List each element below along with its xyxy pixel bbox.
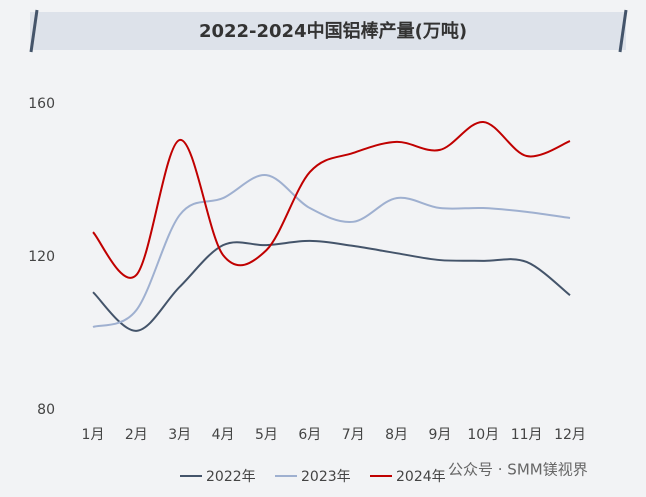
x-tick-label: 9月 [428, 427, 451, 443]
banner-edge [618, 9, 628, 53]
series-line [92, 174, 571, 328]
x-tick-label: 4月 [212, 427, 235, 443]
x-tick-label: 6月 [298, 427, 321, 443]
x-tick-label: 1月 [82, 427, 105, 443]
legend-label: 2023年 [301, 469, 351, 485]
x-tick-label: 11月 [511, 427, 543, 443]
x-tick-label: 12月 [554, 427, 586, 443]
series-line [92, 120, 571, 279]
footer: 公众号 · SMM镁视界 [448, 461, 588, 479]
x-tick-label: 8月 [385, 427, 408, 443]
x-tick-label: 2月 [125, 427, 148, 443]
x-tick-label: 3月 [168, 427, 191, 443]
series-line [92, 239, 571, 332]
title-banner [30, 12, 626, 50]
x-tick-label: 10月 [467, 427, 499, 443]
legend-label: 2022年 [206, 469, 256, 485]
y-tick-label: 80 [37, 402, 55, 418]
y-tick-label: 120 [28, 249, 55, 265]
chart-title: 2022-2024中国铝棒产量(万吨) [199, 20, 467, 42]
legend-label: 2024年 [396, 469, 446, 485]
x-tick-label: 7月 [342, 427, 365, 443]
x-tick-label: 5月 [255, 427, 278, 443]
y-tick-label: 160 [28, 96, 55, 112]
banner-edge [29, 9, 39, 53]
